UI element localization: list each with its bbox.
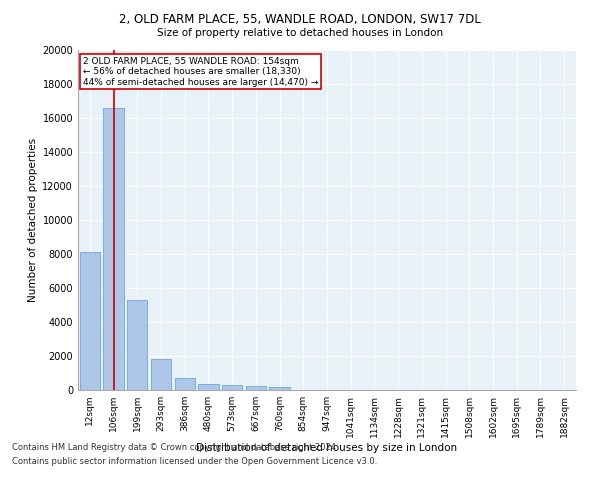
Text: 2 OLD FARM PLACE, 55 WANDLE ROAD: 154sqm
← 56% of detached houses are smaller (1: 2 OLD FARM PLACE, 55 WANDLE ROAD: 154sqm… bbox=[83, 57, 319, 86]
Bar bbox=[246, 386, 266, 390]
Y-axis label: Number of detached properties: Number of detached properties bbox=[28, 138, 38, 302]
Bar bbox=[269, 387, 290, 390]
Text: Contains public sector information licensed under the Open Government Licence v3: Contains public sector information licen… bbox=[12, 458, 377, 466]
Bar bbox=[151, 358, 171, 390]
Bar bbox=[80, 252, 100, 390]
X-axis label: Distribution of detached houses by size in London: Distribution of detached houses by size … bbox=[196, 442, 458, 452]
Text: Size of property relative to detached houses in London: Size of property relative to detached ho… bbox=[157, 28, 443, 38]
Bar bbox=[103, 108, 124, 390]
Bar bbox=[222, 385, 242, 390]
Bar bbox=[127, 300, 148, 390]
Text: Contains HM Land Registry data © Crown copyright and database right 2024.: Contains HM Land Registry data © Crown c… bbox=[12, 442, 338, 452]
Bar bbox=[199, 384, 218, 390]
Text: 2, OLD FARM PLACE, 55, WANDLE ROAD, LONDON, SW17 7DL: 2, OLD FARM PLACE, 55, WANDLE ROAD, LOND… bbox=[119, 12, 481, 26]
Bar bbox=[175, 378, 195, 390]
